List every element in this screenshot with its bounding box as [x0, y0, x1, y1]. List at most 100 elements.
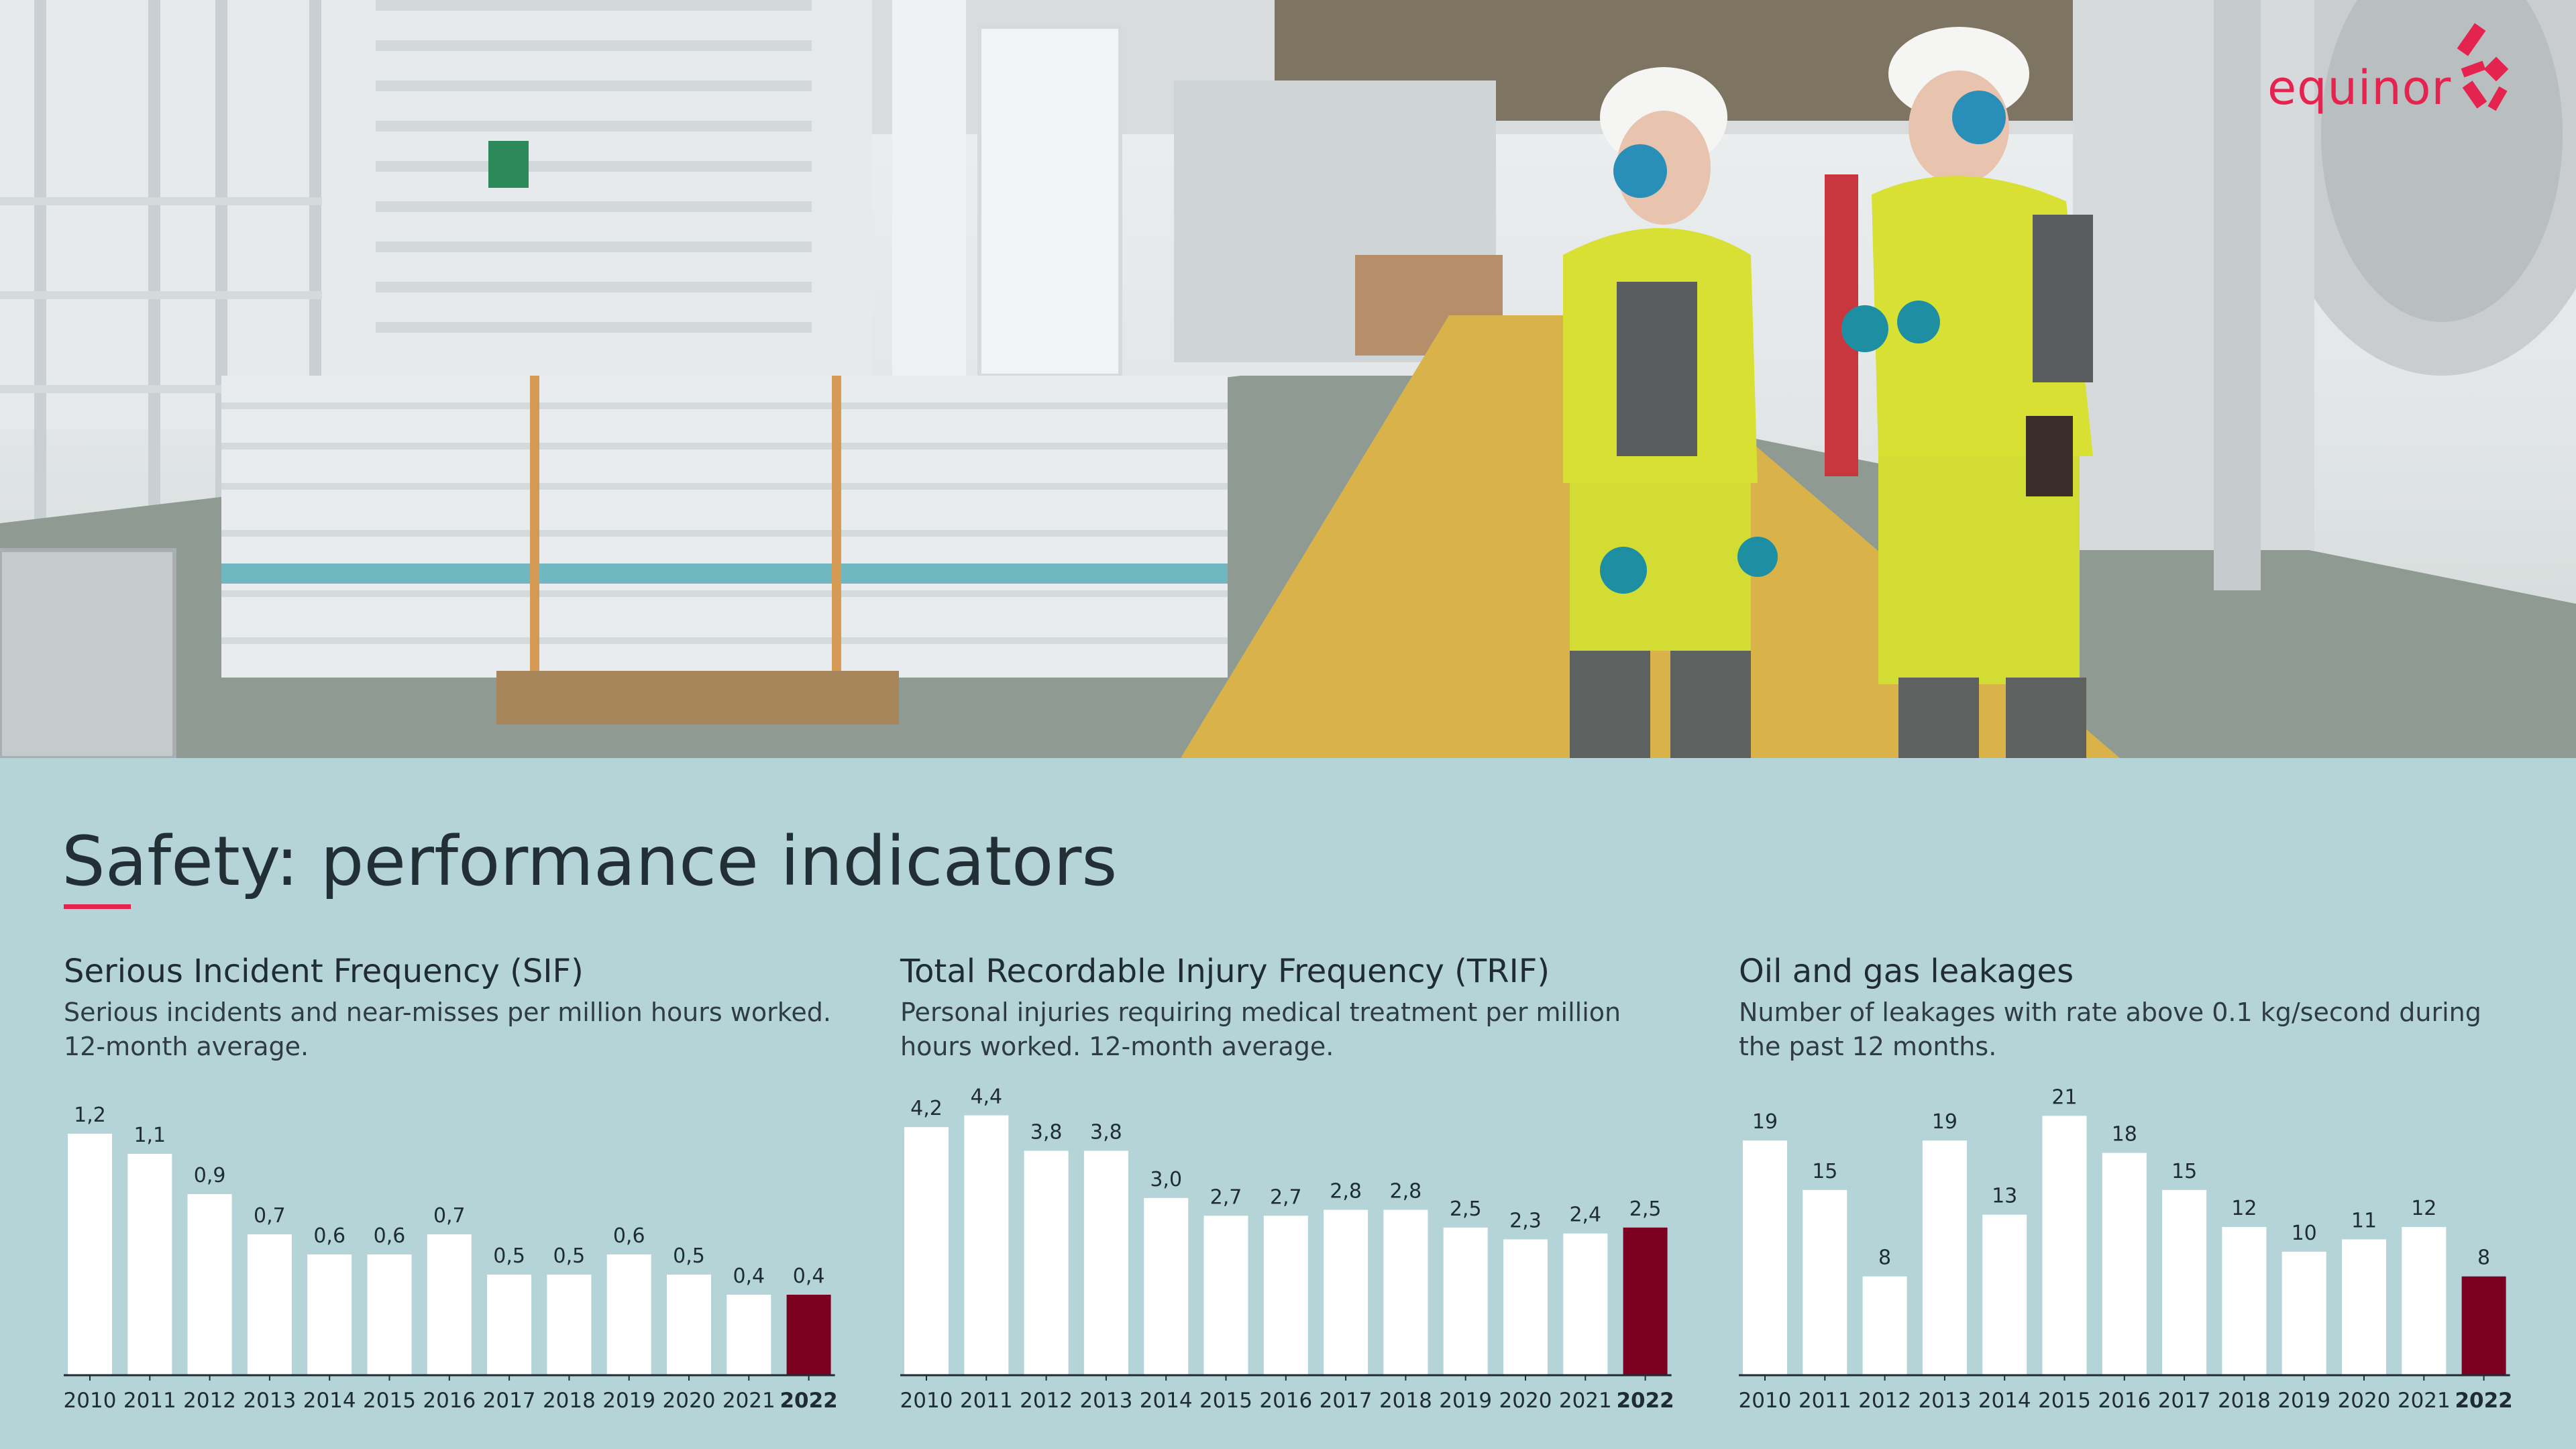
data-label-2018: 12 [2231, 1197, 2257, 1220]
data-label-2019: 2,5 [1450, 1197, 1482, 1221]
bar-2011 [1803, 1189, 1847, 1375]
tick-label-2010: 2010 [900, 1389, 953, 1413]
bar-2010 [68, 1134, 112, 1375]
tick-label-2013: 2013 [1079, 1389, 1132, 1413]
data-label-2012: 3,8 [1030, 1120, 1063, 1144]
bar-2015 [1203, 1216, 1248, 1375]
tick-label-2021: 2021 [1559, 1389, 1612, 1413]
data-label-2011: 15 [1812, 1160, 1837, 1183]
bar-2021 [1563, 1233, 1608, 1375]
bar-2012 [1862, 1276, 1907, 1375]
data-label-2014: 0,6 [313, 1224, 345, 1248]
bar-2011 [127, 1154, 172, 1375]
bar-2021 [727, 1295, 771, 1375]
bar-2020 [2342, 1239, 2386, 1375]
star-icon [2457, 23, 2509, 111]
bar-2011 [964, 1115, 1009, 1375]
bar-2010 [904, 1127, 949, 1375]
bar-2012 [187, 1194, 232, 1375]
data-label-2013: 0,7 [254, 1204, 286, 1228]
tick-label-2014: 2014 [303, 1389, 356, 1413]
bar-2012 [1024, 1150, 1069, 1375]
data-label-2013: 3,8 [1090, 1120, 1122, 1144]
bar-2019 [606, 1254, 651, 1375]
tick-label-2019: 2019 [1439, 1389, 1492, 1413]
tick-label-2022: 2022 [780, 1389, 837, 1413]
tick-label-2015: 2015 [363, 1389, 416, 1413]
data-label-2010: 4,2 [910, 1097, 943, 1120]
tick-label-2022: 2022 [2455, 1389, 2512, 1413]
data-label-2014: 3,0 [1150, 1168, 1182, 1191]
data-label-2020: 2,3 [1509, 1210, 1542, 1233]
data-label-2012: 8 [1878, 1246, 1891, 1270]
header-photo: equinor [0, 0, 2576, 758]
tick-label-2013: 2013 [243, 1389, 296, 1413]
tick-label-2016: 2016 [423, 1389, 476, 1413]
data-label-2022: 2,5 [1629, 1197, 1662, 1221]
bar-2021 [2402, 1227, 2447, 1375]
tick-label-2022: 2022 [1616, 1389, 1674, 1413]
bar-2017 [487, 1275, 532, 1375]
tick-label-2013: 2013 [1918, 1389, 1971, 1413]
data-label-2017: 15 [2171, 1160, 2197, 1183]
sif-chart-panel: Serious Incident Frequency (SIF) Serious… [64, 946, 869, 1429]
bar-2018 [1383, 1210, 1428, 1375]
tick-label-2011: 2011 [960, 1389, 1013, 1413]
bar-2022 [1623, 1227, 1668, 1375]
data-label-2022: 0,4 [793, 1265, 825, 1288]
bar-2016 [1263, 1216, 1308, 1375]
data-label-2011: 1,1 [133, 1124, 166, 1147]
tick-label-2015: 2015 [1199, 1389, 1252, 1413]
bar-2016 [2102, 1152, 2147, 1375]
bar-2014 [1144, 1197, 1189, 1375]
tick-label-2018: 2018 [543, 1389, 596, 1413]
bar-2018 [547, 1275, 592, 1375]
bar-2019 [2282, 1251, 2326, 1375]
data-label-2018: 0,5 [553, 1244, 586, 1268]
chart-title: Total Recordable Injury Frequency (TRIF) [900, 953, 1550, 990]
bar-2015 [367, 1254, 412, 1375]
bar-2020 [1503, 1239, 1548, 1375]
data-label-2019: 0,6 [613, 1224, 645, 1248]
bar-2013 [1083, 1150, 1128, 1375]
title-underline [64, 904, 131, 909]
equinor-logo[interactable]: equinor [2267, 20, 2549, 121]
data-label-2013: 19 [1932, 1110, 1957, 1134]
tick-label-2020: 2020 [1499, 1389, 1552, 1413]
sif-bar-chart: 1,2 2010 1,1 2011 0,9 2012 0,7 2013 0,6 2014 0,6 20… [64, 1104, 838, 1413]
data-label-2010: 19 [1752, 1110, 1778, 1134]
bar-2014 [307, 1254, 352, 1375]
bar-2022 [786, 1295, 831, 1375]
tick-label-2014: 2014 [1140, 1389, 1193, 1413]
bar-2022 [2461, 1276, 2506, 1375]
data-label-2021: 0,4 [733, 1265, 765, 1288]
tick-label-2011: 2011 [1799, 1389, 1851, 1413]
tick-label-2014: 2014 [1978, 1389, 2031, 1413]
trif-bar-chart: 4,2 2010 4,4 2011 3,8 2012 3,8 2013 3,0 2014 2,7 20… [900, 1085, 1674, 1413]
data-label-2010: 1,2 [74, 1104, 106, 1127]
bar-2018 [2222, 1227, 2267, 1375]
data-label-2017: 2,8 [1330, 1179, 1362, 1203]
chart-subtitle: Serious incidents and near-misses per mi… [64, 998, 831, 1061]
bar-2013 [247, 1234, 292, 1375]
tick-label-2010: 2010 [64, 1389, 117, 1413]
data-label-2022: 8 [2477, 1246, 2490, 1270]
data-label-2015: 2,7 [1210, 1185, 1242, 1209]
tick-label-2021: 2021 [722, 1389, 775, 1413]
tick-label-2012: 2012 [1020, 1389, 1073, 1413]
bar-2015 [2042, 1116, 2087, 1375]
tick-label-2011: 2011 [123, 1389, 176, 1413]
tick-label-2019: 2019 [602, 1389, 655, 1413]
data-label-2015: 0,6 [374, 1224, 406, 1248]
data-label-2021: 2,4 [1569, 1203, 1601, 1227]
chart-title: Serious Incident Frequency (SIF) [64, 953, 584, 990]
tick-label-2015: 2015 [2038, 1389, 2091, 1413]
chart-subtitle: Personal injuries requiring medical trea… [900, 998, 1621, 1061]
trif-chart-panel: Total Recordable Injury Frequency (TRIF)… [900, 946, 1705, 1429]
bar-2010 [1743, 1140, 1787, 1375]
tick-label-2021: 2021 [2398, 1389, 2451, 1413]
leakages-chart-panel: Oil and gas leakages Number of leakages … [1739, 946, 2544, 1429]
tick-label-2017: 2017 [1320, 1389, 1373, 1413]
tick-label-2010: 2010 [1739, 1389, 1792, 1413]
bar-2017 [1324, 1210, 1368, 1375]
